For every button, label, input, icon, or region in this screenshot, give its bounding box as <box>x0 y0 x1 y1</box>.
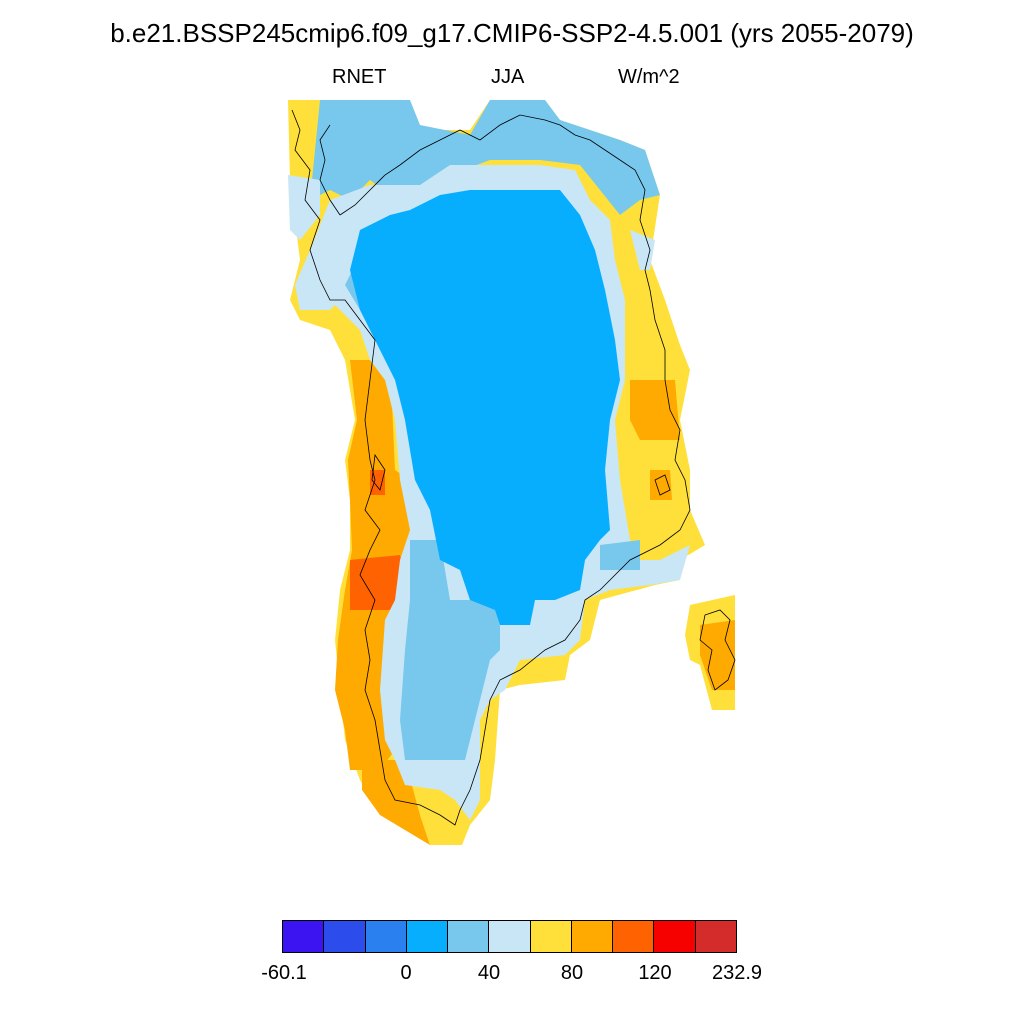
southeast-margin <box>600 540 640 570</box>
east-coast-orange <box>630 380 680 440</box>
colorbar-box-0 <box>283 921 325 952</box>
coastline <box>291 109 736 826</box>
units-label: W/m^2 <box>618 66 680 88</box>
island-coastline <box>699 609 736 691</box>
west-coast-dark-orange <box>350 555 410 610</box>
colorbar-box-5 <box>489 921 531 952</box>
season-label: JJA <box>491 66 525 88</box>
east-fringe <box>630 230 655 270</box>
colorbar-label: 0 <box>400 962 412 984</box>
greenland-coastline <box>291 109 691 826</box>
colorbar-box-1 <box>324 921 366 952</box>
interior-ice-sheet <box>350 190 620 625</box>
colorbar-label: 80 <box>560 962 584 984</box>
colorbar-box-4 <box>448 921 490 952</box>
colorbar-label: 40 <box>477 962 501 984</box>
northwest-fringe <box>288 175 320 240</box>
west-coast-dark-orange-patch <box>370 470 385 495</box>
colorbar-label: 232.9 <box>711 962 763 984</box>
variable-label: RNET <box>332 66 387 88</box>
colorbar-box-8 <box>613 921 655 952</box>
colorbar-box-2 <box>365 921 407 952</box>
colorbar-box-10 <box>695 921 736 952</box>
southwest-margin <box>400 540 500 760</box>
west-islet-coastline <box>371 453 386 491</box>
colorbar-label: 120 <box>638 962 672 984</box>
colorbar-box-7 <box>571 921 614 952</box>
chart-title: b.e21.BSSP245cmip6.f09_g17.CMIP6-SSP2-4.… <box>110 18 914 48</box>
greenland-map <box>288 100 736 845</box>
east-islet-coastline <box>654 474 671 496</box>
south-tip-orange <box>362 760 430 845</box>
colorbar-box-9 <box>654 921 696 952</box>
colorbar-label: -60.1 <box>261 962 307 984</box>
colorbar <box>282 920 737 953</box>
northwest-coastline <box>319 124 341 216</box>
east-coast-orange-patch <box>650 470 672 500</box>
colorbar-box-6 <box>530 921 572 952</box>
colorbar-box-3 <box>406 921 449 952</box>
map-fill-layer <box>288 100 735 845</box>
